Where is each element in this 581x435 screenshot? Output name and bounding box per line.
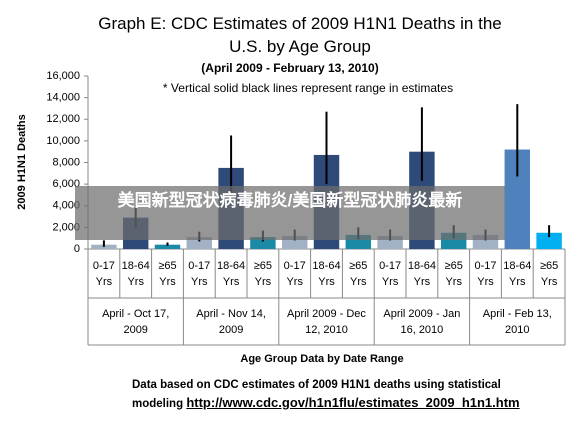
source: Data based on CDC estimates of 2009 H1N1… — [132, 376, 552, 413]
x-tick-label: 18-64 Yrs — [503, 260, 532, 288]
x-tick-label: 18-64 Yrs — [407, 260, 436, 288]
category-label: April - Nov 14, 2009 — [196, 308, 266, 336]
y-tick-label: 2,000 — [52, 221, 80, 233]
annotation: * Vertical solid black lines represent r… — [163, 81, 453, 95]
x-tick-label: 0-17 Yrs — [188, 260, 211, 288]
y-tick-label: 4,000 — [52, 200, 80, 212]
x-tick-label: 0-17 Yrs — [474, 260, 497, 288]
category-label: April 2009 - Jan 16, 2010 — [383, 308, 461, 336]
x-axis-label: Age Group Data by Date Range — [240, 353, 403, 365]
y-tick-label: 16,000 — [46, 70, 80, 82]
y-tick-label: 12,000 — [46, 113, 80, 125]
source-link[interactable]: http://www.cdc.gov/h1n1flu/estimates_200… — [186, 395, 520, 410]
x-tick-label: ≥65 Yrs — [158, 260, 177, 288]
x-tick-label: ≥65 Yrs — [444, 260, 463, 288]
overlay-banner: 美国新型冠状病毒肺炎/美国新型冠状肺炎最新 — [75, 186, 505, 240]
bar — [250, 237, 276, 249]
bar — [186, 237, 213, 249]
bar — [536, 232, 562, 249]
category-label: April 2009 - Dec 12, 2010 — [287, 308, 366, 336]
category-label: April - Oct 17, 2009 — [102, 308, 170, 336]
x-tick-label: 18-64 Yrs — [312, 260, 341, 288]
x-tick-label: 18-64 Yrs — [121, 260, 150, 288]
x-tick-label: 0-17 Yrs — [92, 260, 115, 288]
x-tick-label: 18-64 Yrs — [217, 260, 246, 288]
x-tick-label: ≥65 Yrs — [349, 260, 368, 288]
y-tick-label: 8,000 — [52, 156, 80, 168]
source-text: Data based on CDC estimates of 2009 H1N1… — [132, 379, 501, 410]
x-tick-label: 0-17 Yrs — [379, 260, 402, 288]
x-tick-label: 0-17 Yrs — [283, 260, 306, 288]
chart-title: Graph E: CDC Estimates of 2009 H1N1 Deat… — [98, 14, 502, 56]
y-tick-label: 0 — [74, 243, 80, 255]
y-axis-label: 2009 H1N1 Deaths — [16, 114, 28, 209]
x-tick-label: ≥65 Yrs — [253, 260, 273, 288]
y-tick-label: 10,000 — [46, 135, 80, 147]
y-tick-label: 14,000 — [46, 92, 80, 104]
category-label: April - Feb 13, 2010 — [482, 308, 552, 336]
x-tick-label: ≥65 Yrs — [539, 260, 559, 288]
bar — [154, 244, 181, 249]
y-tick-label: 6,000 — [52, 178, 80, 190]
chart-subtitle: (April 2009 - February 13, 2010) — [201, 61, 378, 75]
